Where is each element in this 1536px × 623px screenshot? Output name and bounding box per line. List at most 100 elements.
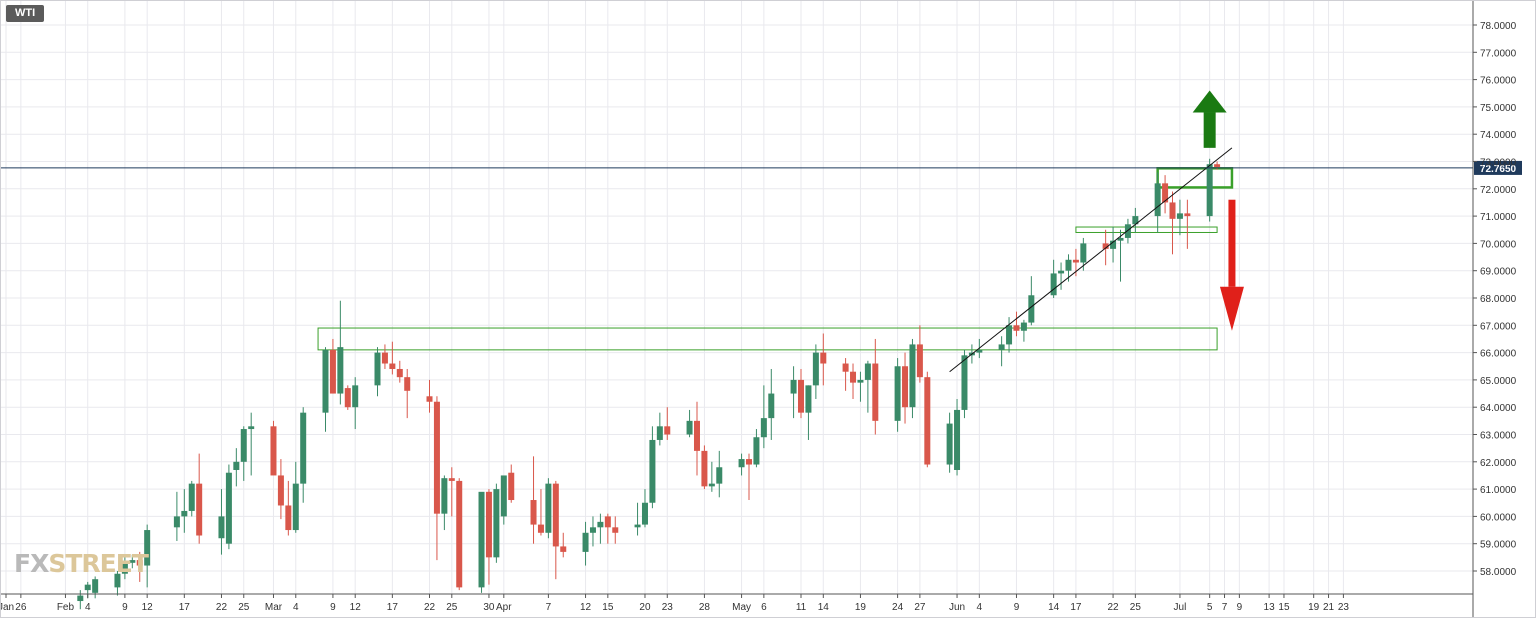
candle-up (181, 489, 188, 533)
candle-body (589, 527, 596, 533)
candle-up (173, 491, 180, 541)
candle-down (872, 338, 879, 435)
candle-down (1184, 199, 1191, 249)
x-tick-label: Apr (496, 602, 512, 613)
y-tick-label: 76.0000 (1480, 76, 1517, 87)
candle-down (426, 379, 433, 413)
symbol-badge[interactable]: WTI (6, 5, 45, 22)
candle-body (448, 478, 455, 481)
x-tick-label: 22 (1108, 602, 1120, 613)
candle-up (1154, 172, 1161, 233)
candle-body (604, 516, 611, 528)
x-tick-label: May (732, 602, 751, 613)
candle-down (604, 513, 611, 544)
y-tick-label: 64.0000 (1480, 403, 1517, 414)
candle-body (181, 510, 188, 517)
candle-body (344, 388, 351, 408)
x-tick-label: Jun (949, 602, 965, 613)
y-tick-label: 75.0000 (1480, 103, 1517, 114)
candle-up (641, 489, 648, 528)
x-tick-label: 30 (483, 602, 495, 613)
bullish-arrow (1192, 90, 1227, 148)
current-price-label: 72.7650 (1480, 164, 1517, 175)
candle-body (738, 459, 745, 468)
candle-body (292, 483, 299, 531)
candle-up (686, 409, 693, 438)
y-tick-label: 67.0000 (1480, 321, 1517, 332)
candle-up (500, 475, 507, 525)
candle-body (746, 459, 752, 465)
x-tick-label: 12 (580, 602, 592, 613)
candle-body (1110, 240, 1117, 249)
current-price-tag (1474, 160, 1522, 175)
candle-down (396, 360, 403, 383)
candle-up (649, 426, 656, 509)
candle-up (1006, 317, 1013, 353)
candle-body (285, 505, 292, 531)
candle-body (924, 377, 931, 465)
candle-body (560, 546, 567, 552)
candle-down (798, 368, 805, 419)
candle-down (329, 338, 336, 394)
candle-up (708, 461, 715, 492)
candle-body (404, 377, 411, 391)
candle-up (1020, 319, 1027, 342)
y-tick-label: 63.0000 (1480, 431, 1517, 442)
candle-body (188, 483, 195, 511)
candle-body (894, 366, 901, 421)
candle-body (864, 363, 871, 380)
candle-body (582, 532, 589, 552)
candle-up (1050, 259, 1057, 298)
candle-down (381, 344, 388, 369)
candle-up (946, 412, 953, 473)
candle-down (285, 480, 292, 536)
support-zone-70-5 (1075, 226, 1218, 233)
candle-body (701, 450, 708, 487)
candle-up (493, 483, 500, 563)
candle-layer (77, 158, 1221, 610)
candle-down (693, 401, 700, 476)
grid-layer (0, 0, 1473, 594)
candle-down (664, 407, 671, 440)
candle-down (850, 363, 857, 400)
candle-up (1132, 207, 1139, 233)
candle-up (961, 349, 968, 419)
x-tick-label: Mar (265, 602, 283, 613)
x-tick-label: 13 (1264, 602, 1276, 613)
candle-down (530, 456, 537, 544)
candle-up (218, 489, 225, 555)
candle-body (1176, 213, 1183, 219)
y-tick-label: 73.0000 (1480, 158, 1517, 169)
candle-down (746, 453, 752, 501)
candle-body (805, 385, 812, 413)
candle-up (337, 300, 344, 405)
candle-down (508, 464, 515, 503)
overlay-layer: 72.7650 (0, 90, 1522, 373)
candle-body (1058, 270, 1065, 274)
candle-body (277, 475, 284, 506)
watermark-part2: STREET (48, 549, 149, 578)
candle-up (768, 368, 775, 440)
candle-down (136, 551, 143, 582)
fxstreet-watermark: FXSTREET (14, 549, 149, 578)
candle-body (872, 363, 879, 421)
y-tick-label: 68.0000 (1480, 294, 1517, 305)
candle-down (701, 445, 708, 490)
candle-body (537, 524, 544, 533)
candle-body (946, 423, 953, 465)
x-tick-label: Jan (0, 602, 14, 613)
candle-down (916, 325, 923, 383)
candle-body (954, 409, 961, 470)
candle-body (1117, 237, 1124, 241)
candle-up (300, 407, 307, 503)
candle-body (1072, 259, 1079, 263)
candle-up (656, 412, 663, 446)
candle-up (352, 377, 359, 430)
candle-body (664, 426, 671, 435)
candle-body (850, 371, 857, 383)
x-tick-label: 19 (855, 602, 867, 613)
candle-down (552, 480, 559, 580)
candle-up (441, 475, 448, 531)
candle-body (337, 347, 344, 394)
